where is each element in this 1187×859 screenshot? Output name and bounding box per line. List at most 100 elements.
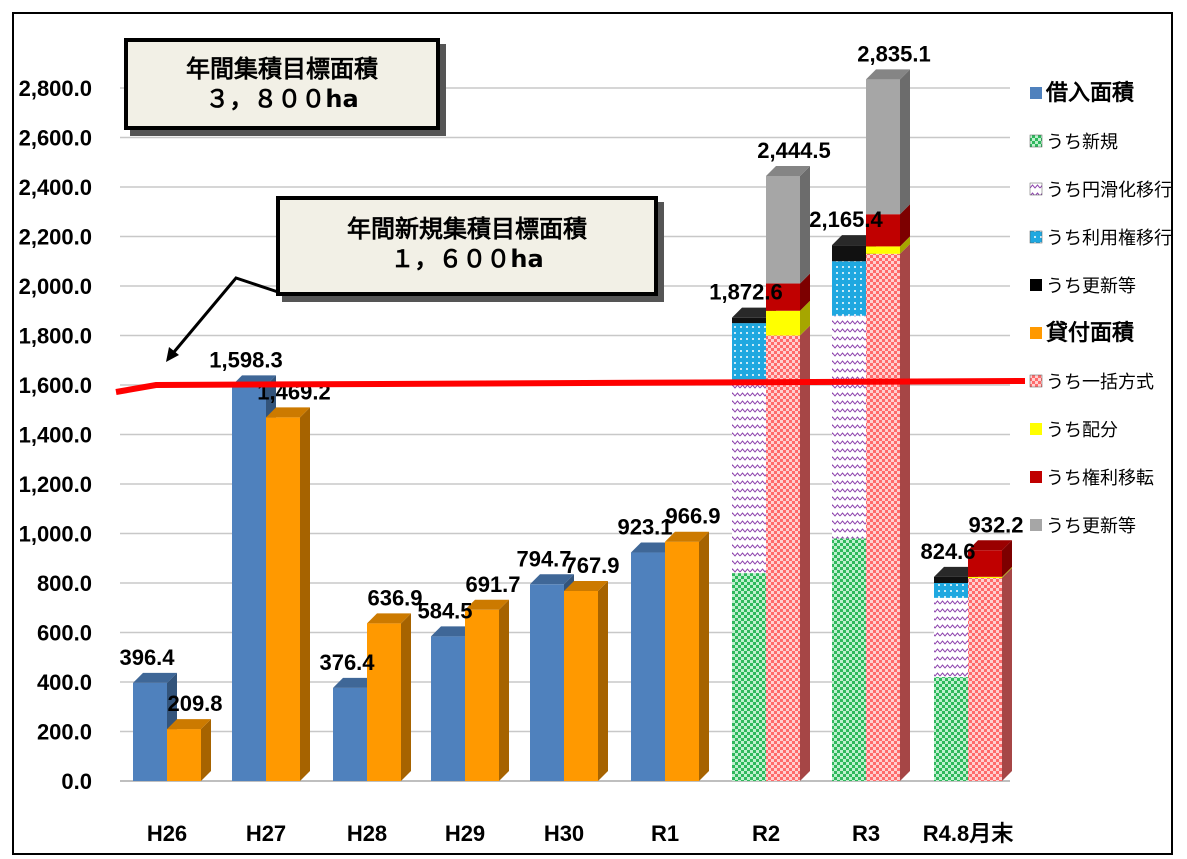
lend-seg-allocation (766, 310, 800, 336)
legend-label: うち配分 (1046, 420, 1118, 440)
y-tick-label: 2,000.0 (19, 274, 92, 299)
lend-seg-lump_sum-side (1002, 568, 1012, 781)
borrow-data-label: 396.4 (119, 645, 175, 670)
lend-seg-allocation (968, 576, 1002, 579)
new-target-title: 年間新規集積目標面積 (347, 215, 587, 243)
lend-bar-top (167, 719, 211, 730)
legend-swatch (1030, 327, 1042, 339)
borrow-data-label: 376.4 (319, 650, 375, 675)
lend-bar (266, 417, 300, 781)
lend-data-label: 767.9 (564, 553, 619, 578)
legend-swatch (1030, 423, 1042, 435)
lend-seg-top (968, 540, 1012, 551)
lend-bar (465, 609, 499, 781)
y-tick-label: 1,000.0 (19, 522, 92, 547)
total-target-title: 年間集積目標面積 (186, 55, 378, 83)
borrow-bar-top (133, 672, 177, 683)
lend-bar-top (266, 407, 310, 418)
borrow-data-label: 923.1 (617, 515, 672, 540)
borrow-seg-top (732, 307, 776, 318)
x-tick-label: R2 (752, 821, 780, 846)
borrow-data-label: 1,872.6 (709, 280, 782, 305)
borrow-bar-top (530, 574, 574, 585)
y-tick-label: 200.0 (37, 720, 92, 745)
borrow-seg-new (832, 538, 866, 781)
lend-bar (564, 590, 598, 781)
legend-swatch (1030, 87, 1042, 99)
borrow-seg-top (934, 566, 978, 577)
legend-label: うち権利移転 (1046, 468, 1154, 488)
lend-seg-top (766, 165, 810, 176)
legend-swatch (1029, 374, 1043, 388)
lend-seg-renewal-side (900, 69, 910, 215)
borrow-seg-renewal (934, 576, 968, 583)
borrow-data-label: 824.6 (920, 539, 975, 564)
lend-seg-rights_transfer-side (900, 204, 910, 247)
y-tick-label: 0.0 (61, 769, 92, 794)
lend-seg-allocation-side (1002, 566, 1012, 579)
lend-data-label: 932.2 (968, 512, 1023, 537)
lend-seg-rights_transfer-side (1002, 540, 1012, 577)
legend-label: うち円滑化移行 (1046, 180, 1172, 200)
borrow-seg-use_right_transfer (832, 261, 866, 316)
y-tick-label: 1,600.0 (19, 373, 92, 398)
borrow-data-label: 584.5 (417, 598, 472, 623)
legend-label: うち一括方式 (1046, 372, 1154, 392)
lend-bar-side (598, 580, 608, 781)
lend-bar-top (367, 613, 411, 624)
lend-bar-top (665, 531, 709, 542)
legend-label: うち更新等 (1046, 516, 1136, 536)
borrow-seg-top (832, 235, 876, 246)
x-tick-label: R1 (651, 821, 679, 846)
lend-seg-allocation-side (900, 236, 910, 254)
borrow-seg-smooth_transfer (934, 597, 968, 678)
lend-seg-renewal (866, 79, 900, 215)
y-tick-label: 2,800.0 (19, 76, 92, 101)
borrow-data-label: 2,165.4 (809, 207, 883, 232)
lend-seg-rights_transfer (766, 283, 800, 311)
borrow-data-label: 794.7 (516, 546, 571, 571)
y-tick-label: 2,400.0 (19, 175, 92, 200)
lend-seg-allocation-side (800, 300, 810, 336)
lend-seg-rights_transfer (866, 214, 900, 247)
lend-bar-top (465, 599, 509, 610)
legend-label: 借入面積 (1045, 80, 1135, 105)
lend-seg-renewal-side (800, 165, 810, 284)
lend-bar (367, 623, 401, 781)
x-tick-label: H29 (445, 821, 485, 846)
borrow-seg-use_right_transfer (934, 583, 968, 598)
callout-arrowhead (166, 347, 179, 362)
borrow-bar-top (431, 626, 475, 637)
lend-seg-renewal (766, 175, 800, 284)
lend-bar-side (300, 407, 310, 781)
lend-seg-lump_sum-side (900, 243, 910, 781)
legend-label: 貸付面積 (1045, 320, 1135, 345)
callout-arrow (172, 276, 279, 353)
y-tick-label: 600.0 (37, 621, 92, 646)
lend-seg-rights_transfer-side (800, 273, 810, 311)
target-line (115, 378, 1026, 395)
chart-frame (12, 12, 1173, 855)
total-target-callout: 年間集積目標面積 ３，８００ha (124, 38, 440, 130)
total-target-value: ３，８００ha (205, 85, 359, 113)
y-tick-label: 400.0 (37, 670, 92, 695)
borrow-seg-smooth_transfer (732, 380, 766, 574)
legend-label: うち新規 (1046, 132, 1118, 152)
legend-label: うち更新等 (1046, 276, 1136, 296)
lend-data-label: 691.7 (465, 572, 520, 597)
lend-data-label: 2,444.5 (757, 138, 830, 163)
y-tick-label: 1,200.0 (19, 472, 92, 497)
y-tick-label: 1,400.0 (19, 423, 92, 448)
new-target-callout: 年間新規集積目標面積 １，６００ha (276, 196, 658, 296)
lend-seg-lump_sum (866, 253, 900, 781)
lend-seg-lump_sum-side (800, 325, 810, 781)
lend-seg-lump_sum (968, 578, 1002, 781)
new-target-value: １，６００ha (390, 245, 544, 273)
lend-seg-allocation (866, 246, 900, 254)
lend-seg-top (866, 69, 910, 80)
legend-swatch (1030, 471, 1042, 483)
lend-bar (665, 541, 699, 781)
lend-data-label: 2,835.1 (857, 41, 930, 66)
borrow-bar (431, 636, 465, 781)
x-tick-label: H26 (147, 821, 187, 846)
